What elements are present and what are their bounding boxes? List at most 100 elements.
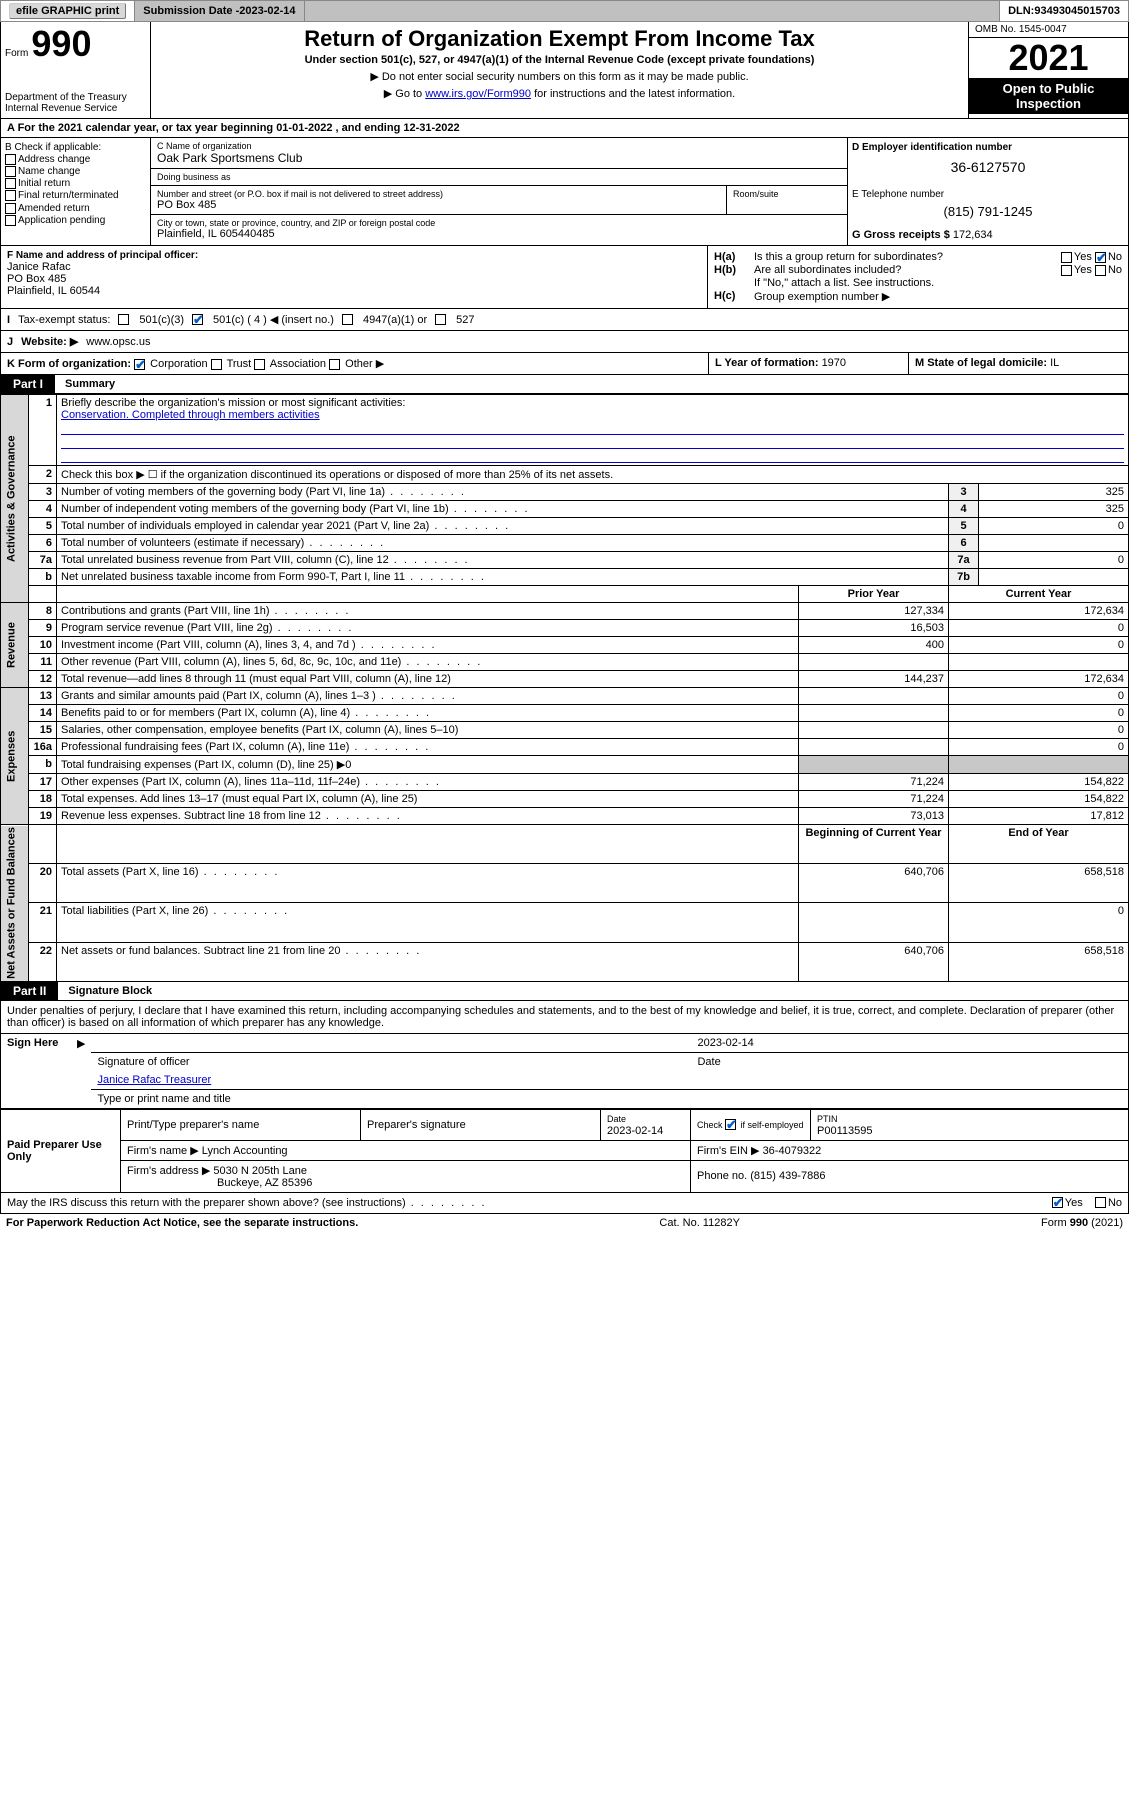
omb-number: OMB No. 1545-0047 [969,22,1128,38]
dln-label: DLN: [1008,5,1034,17]
toolbar-spacer [305,1,1001,21]
mission-line-1 [61,421,1124,435]
side-net-assets: Net Assets or Fund Balances [1,825,29,982]
chk-final-return[interactable]: Final return/terminated [5,190,146,201]
ha-label: H(a) [714,251,754,263]
part2-tag: Part II [1,982,58,1000]
hc-label: H(c) [714,290,754,303]
firm-ein: Firm's EIN ▶ 36-4079322 [691,1140,1129,1160]
phone-value: (815) 791-1245 [852,204,1124,219]
hb-note: If "No," attach a list. See instructions… [754,277,1122,289]
discuss-no-checkbox[interactable] [1095,1197,1106,1208]
dept-treasury: Department of the Treasury [5,92,146,103]
firm-phone: Phone no. (815) 439-7886 [691,1160,1129,1192]
chk-501c[interactable] [192,314,203,325]
submission-date-value: 2023-02-14 [239,5,295,17]
chk-self-employed[interactable] [725,1119,736,1130]
form-note-2: ▶ Go to www.irs.gov/Form990 for instruct… [155,87,964,100]
ein-value: 36-6127570 [852,159,1124,175]
officer-addr1: PO Box 485 [7,273,701,285]
j-label: Website: ▶ [21,335,78,348]
sig-date-label: Date [691,1052,1128,1071]
irs-link[interactable]: www.irs.gov/Form990 [425,88,531,100]
i-label: Tax-exempt status: [18,314,110,326]
m-label: M State of legal domicile: [915,357,1050,369]
part1-title: Summary [55,378,115,390]
hb-no-checkbox[interactable] [1095,265,1106,276]
col-c: C Name of organization Oak Park Sportsme… [151,138,848,245]
header-mid: Return of Organization Exempt From Incom… [151,22,968,118]
row-l: L Year of formation: 1970 [709,353,909,375]
form-note-1: ▶ Do not enter social security numbers o… [155,70,964,83]
ein-label: D Employer identification number [852,142,1124,153]
paid-preparer-label: Paid Preparer Use Only [1,1109,121,1192]
col-h: H(a) Is this a group return for subordin… [708,246,1128,308]
col-f: F Name and address of principal officer:… [1,246,708,308]
street-cell: Number and street (or P.O. box if mail i… [151,186,727,214]
gov-row-3: 3Number of voting members of the governi… [1,484,1129,501]
phone-label: E Telephone number [852,189,1124,200]
prep-date: Date2023-02-14 [601,1109,691,1140]
firm-address: Firm's address ▶ 5030 N 205th LaneBuckey… [121,1160,691,1192]
discuss-checks: Yes No [1052,1197,1122,1209]
gov-row-5: 5Total number of individuals employed in… [1,518,1129,535]
city-label: City or town, state or province, country… [157,218,841,228]
h-c-row: H(c) Group exemption number ▶ [714,290,1122,303]
row-m: M State of legal domicile: IL [909,353,1129,375]
submission-date: Submission Date - 2023-02-14 [135,1,304,21]
form-number: 990 [31,23,91,64]
mission-line-2 [61,435,1124,449]
chk-corp[interactable] [134,359,145,370]
form-subtitle: Under section 501(c), 527, or 4947(a)(1)… [155,54,964,66]
chk-other[interactable] [329,359,340,370]
part1-header: Part I Summary [0,375,1129,394]
efile-print-button[interactable]: efile GRAPHIC print [9,3,126,19]
chk-address-change[interactable]: Address change [5,154,146,165]
chk-trust[interactable] [211,359,222,370]
room-label: Room/suite [733,189,841,199]
receipts-label: G Gross receipts $ [852,229,953,241]
org-name-label: C Name of organization [157,141,841,151]
gross-receipts: G Gross receipts $ 172,634 [852,229,1124,241]
chk-assoc[interactable] [254,359,265,370]
line-2: Check this box ▶ ☐ if the organization d… [57,466,1129,484]
ha-yes-checkbox[interactable] [1061,252,1072,263]
line-1: Briefly describe the organization's miss… [57,395,1129,466]
discuss-yes-checkbox[interactable] [1052,1197,1063,1208]
page-footer: For Paperwork Reduction Act Notice, see … [0,1214,1129,1232]
sign-here-block: Sign Here ▶ 2023-02-14 Signature of offi… [0,1034,1129,1109]
hc-text: Group exemption number ▶ [754,290,1122,303]
chk-name-change[interactable]: Name change [5,166,146,177]
header-right: OMB No. 1545-0047 2021 Open to Public In… [968,22,1128,118]
note2-pre: ▶ Go to [384,88,425,100]
chk-initial-return[interactable]: Initial return [5,178,146,189]
tax-year: 2021 [969,38,1128,78]
prep-name-label: Print/Type preparer's name [121,1109,361,1140]
street-label: Number and street (or P.O. box if mail i… [157,189,720,199]
mission-text[interactable]: Conservation. Completed through members … [61,409,320,421]
chk-4947[interactable] [342,314,353,325]
chk-amended[interactable]: Amended return [5,203,146,214]
paid-preparer-block: Paid Preparer Use Only Print/Type prepar… [0,1109,1129,1193]
prep-sig-label: Preparer's signature [361,1109,601,1140]
sig-spacer [91,1034,691,1053]
block-fh: F Name and address of principal officer:… [0,246,1129,309]
hb-yes-checkbox[interactable] [1061,265,1072,276]
dln-value: 93493045015703 [1034,5,1120,17]
side-expenses: Expenses [1,688,29,825]
header-left: Form 990 Department of the Treasury Inte… [1,22,151,118]
prep-self-employed: Check if self-employed [691,1109,811,1140]
hb-checks: Yes No [1002,264,1122,276]
side-governance: Activities & Governance [1,395,29,603]
m-value: IL [1050,357,1059,369]
k-label: K Form of organization: [7,358,131,370]
ha-no-checkbox[interactable] [1095,252,1106,263]
chk-527[interactable] [435,314,446,325]
current-year-header: Current Year [949,586,1129,603]
org-name: Oak Park Sportsmens Club [157,151,841,165]
mission-line-3 [61,449,1124,463]
chk-app-pending[interactable]: Application pending [5,215,146,226]
dln: DLN: 93493045015703 [1000,1,1128,21]
chk-501c3[interactable] [118,314,129,325]
footer-left: For Paperwork Reduction Act Notice, see … [6,1217,358,1229]
